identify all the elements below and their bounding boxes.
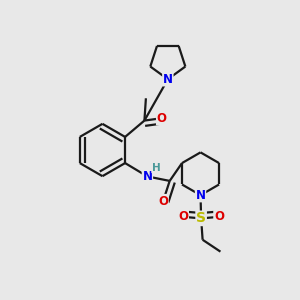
Text: O: O <box>214 210 224 224</box>
Text: N: N <box>163 73 173 86</box>
Text: S: S <box>196 212 206 225</box>
Text: H: H <box>152 163 161 172</box>
Text: O: O <box>157 112 167 125</box>
Text: O: O <box>158 195 168 208</box>
Text: N: N <box>196 189 206 202</box>
Text: O: O <box>178 210 188 224</box>
Text: N: N <box>142 170 152 183</box>
